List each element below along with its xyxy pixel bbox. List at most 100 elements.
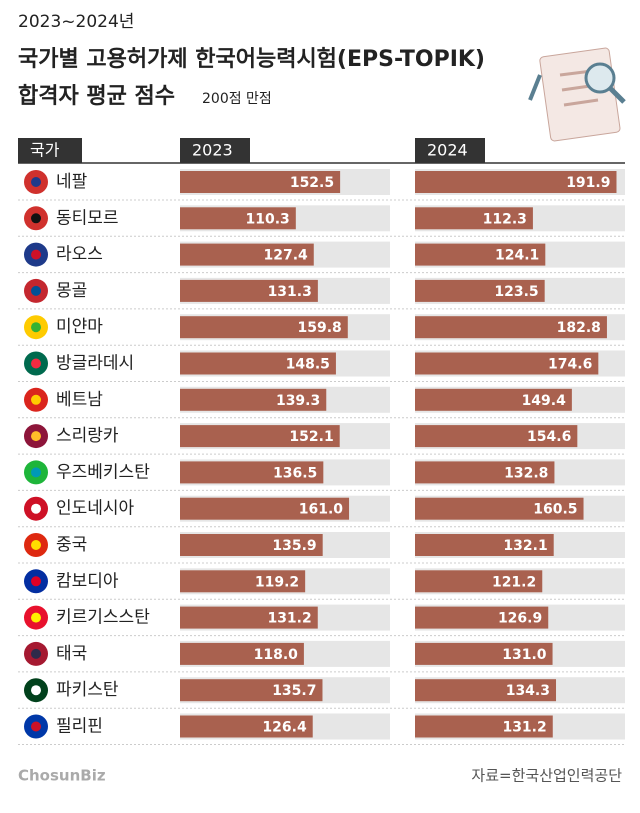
- bar: [180, 171, 341, 193]
- value-label: 139.3: [276, 393, 320, 409]
- title-line: 국가별 고용허가제 한국어능력시험(EPS-TOPIK): [18, 46, 485, 72]
- flag-emblem: [31, 467, 41, 478]
- bar: [415, 497, 584, 520]
- legend-box: [415, 138, 485, 163]
- bar: [415, 207, 533, 230]
- value-label: 123.5: [494, 284, 538, 300]
- bar: [180, 207, 296, 230]
- category-label: 네팔: [56, 172, 88, 192]
- bar: [180, 279, 318, 302]
- value-label: 131.2: [502, 720, 546, 736]
- value-label: 161.0: [299, 502, 344, 518]
- bar: [415, 606, 549, 629]
- value-label: 126.4: [262, 720, 307, 736]
- value-label: 136.5: [273, 465, 317, 481]
- value-label: 182.8: [557, 320, 601, 336]
- bar: [180, 461, 324, 484]
- category-label: 필리핀: [56, 717, 103, 737]
- category-label: 태국: [56, 644, 87, 664]
- supertitle: 2023~2024년: [18, 12, 134, 32]
- value-label: 126.9: [498, 611, 542, 627]
- bar: [180, 352, 336, 375]
- bar: [415, 642, 553, 665]
- category-label: 키르기스스탄: [56, 608, 150, 628]
- value-label: 135.9: [272, 538, 316, 554]
- value-label: 131.0: [502, 647, 547, 663]
- flag-emblem: [31, 431, 41, 442]
- value-label: 118.0: [254, 647, 299, 663]
- flag-emblem: [31, 177, 41, 187]
- bar: [180, 497, 350, 520]
- value-label: 132.1: [503, 538, 547, 554]
- bar: [415, 243, 546, 266]
- flag-emblem: [31, 576, 41, 587]
- value-label: 174.6: [548, 357, 592, 373]
- flag-emblem: [31, 540, 41, 550]
- bar: [415, 425, 578, 448]
- bar: [180, 606, 318, 629]
- bar: [180, 316, 348, 339]
- bar: [415, 171, 617, 193]
- value-label: 152.1: [289, 429, 333, 445]
- flag-emblem: [31, 249, 41, 260]
- flag-emblem: [31, 503, 41, 514]
- category-label: 중국: [56, 535, 87, 555]
- category-label: 베트남: [56, 390, 103, 410]
- bar: [415, 570, 543, 593]
- bar: [180, 425, 340, 448]
- value-label: 154.6: [527, 429, 571, 445]
- flag-emblem: [31, 285, 41, 296]
- category-label: 캄보디아: [56, 571, 119, 591]
- value-label: 135.7: [272, 683, 316, 699]
- legend-label: 2024: [427, 141, 468, 160]
- value-label: 110.3: [246, 211, 290, 227]
- legend-label: 2023: [192, 141, 233, 160]
- bar: [180, 388, 327, 411]
- category-label: 파키스탄: [56, 680, 119, 700]
- value-label: 159.8: [297, 320, 341, 336]
- category-label: 인도네시아: [56, 499, 135, 519]
- bar: [180, 534, 323, 556]
- value-label: 127.4: [263, 248, 308, 264]
- bar: [180, 715, 313, 738]
- bar: [415, 352, 599, 375]
- value-label: 148.5: [286, 357, 330, 373]
- value-label: 149.4: [522, 393, 567, 409]
- logo: ChosunBiz: [18, 767, 106, 785]
- title-line: 합격자 평균 점수: [18, 83, 175, 109]
- flag-emblem: [31, 394, 41, 405]
- bar: [180, 642, 304, 665]
- bar: [180, 570, 306, 593]
- note: 200점 만점: [202, 91, 272, 107]
- value-label: 132.8: [504, 465, 548, 481]
- flag-emblem: [31, 322, 41, 333]
- bar: [415, 279, 545, 302]
- flag-emblem: [31, 612, 41, 623]
- flag-emblem: [31, 358, 41, 369]
- category-label: 동티모르: [56, 208, 119, 228]
- flag-emblem: [31, 685, 41, 696]
- bar: [415, 461, 555, 484]
- bar: [415, 679, 557, 702]
- value-label: 112.3: [483, 211, 527, 227]
- value-label: 152.5: [290, 175, 334, 191]
- column-header: 국가: [30, 141, 60, 160]
- bar: [180, 679, 323, 702]
- source: 자료=한국산업인력공단: [471, 767, 622, 785]
- bar: [415, 534, 554, 556]
- value-label: 131.2: [267, 611, 311, 627]
- value-label: 160.5: [533, 502, 577, 518]
- category-label: 몽골: [56, 281, 87, 301]
- bar: [415, 715, 553, 738]
- category-label: 스리랑카: [56, 426, 119, 446]
- value-label: 124.1: [495, 248, 539, 264]
- category-label: 우즈베키스탄: [56, 462, 150, 482]
- value-label: 134.3: [506, 683, 550, 699]
- value-label: 119.2: [255, 574, 299, 590]
- bar: [415, 316, 607, 339]
- bar: [180, 243, 314, 266]
- category-label: 방글라데시: [56, 354, 134, 374]
- document-icon: [528, 47, 626, 142]
- legend-box: [180, 138, 250, 163]
